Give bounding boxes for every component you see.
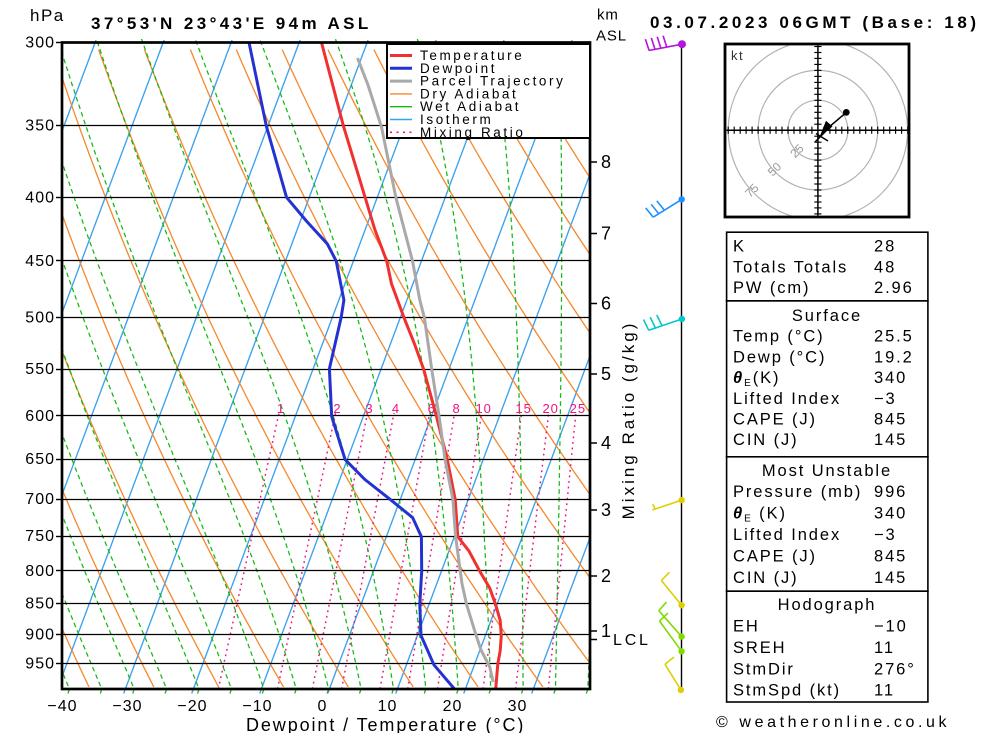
svg-text:Hodograph: Hodograph [778, 596, 877, 614]
svg-text:Dry Adiabat: Dry Adiabat [420, 86, 518, 101]
svg-text:−30: −30 [112, 698, 142, 715]
svg-text:1: 1 [277, 401, 285, 416]
svg-text:10: 10 [378, 698, 398, 715]
svg-text:θE (K): θE (K) [733, 505, 787, 525]
svg-text:−3: −3 [874, 390, 897, 408]
svg-text:Lifted Index: Lifted Index [733, 526, 841, 544]
svg-text:−10: −10 [242, 698, 272, 715]
svg-text:845: 845 [874, 548, 907, 566]
svg-text:11: 11 [874, 639, 895, 657]
svg-text:6: 6 [601, 294, 611, 314]
svg-text:4: 4 [601, 433, 611, 453]
svg-text:11: 11 [874, 682, 895, 700]
svg-text:340: 340 [874, 369, 907, 387]
svg-text:996: 996 [874, 483, 907, 501]
svg-text:Most Unstable: Most Unstable [762, 462, 892, 480]
svg-text:950: 950 [25, 656, 55, 673]
svg-text:145: 145 [874, 431, 907, 449]
svg-text:Wet Adiabat: Wet Adiabat [420, 99, 521, 114]
svg-text:400: 400 [25, 190, 55, 207]
svg-text:0: 0 [318, 698, 328, 715]
svg-text:450: 450 [25, 253, 55, 270]
svg-text:LCL: LCL [613, 632, 651, 649]
svg-text:276°: 276° [874, 660, 916, 678]
svg-text:845: 845 [874, 411, 907, 429]
svg-text:650: 650 [25, 451, 55, 468]
svg-text:1: 1 [601, 621, 611, 641]
svg-text:CIN (J): CIN (J) [733, 431, 799, 449]
svg-text:Lifted Index: Lifted Index [733, 390, 841, 408]
svg-text:25: 25 [570, 401, 586, 416]
svg-text:600: 600 [25, 408, 55, 425]
svg-text:10: 10 [475, 401, 491, 416]
svg-text:340: 340 [874, 505, 907, 523]
svg-text:−10: −10 [874, 618, 908, 636]
svg-text:K: K [733, 238, 746, 256]
svg-text:7: 7 [601, 224, 611, 244]
svg-text:Parcel Trajectory: Parcel Trajectory [420, 74, 565, 89]
svg-text:25.5: 25.5 [874, 328, 914, 346]
svg-text:20: 20 [443, 698, 463, 715]
svg-text:θE(K): θE(K) [733, 369, 780, 389]
svg-text:Dewpoint / Temperature (°C): Dewpoint / Temperature (°C) [246, 715, 525, 733]
svg-text:−20: −20 [177, 698, 207, 715]
svg-text:700: 700 [25, 491, 55, 508]
svg-text:48: 48 [874, 259, 896, 277]
svg-text:6: 6 [428, 401, 436, 416]
svg-text:Temperature: Temperature [420, 48, 524, 63]
svg-text:19.2: 19.2 [874, 348, 914, 366]
svg-text:ASL: ASL [596, 28, 627, 45]
svg-text:Dewp (°C): Dewp (°C) [733, 348, 826, 366]
svg-text:8: 8 [452, 401, 460, 416]
svg-text:StmSpd (kt): StmSpd (kt) [733, 682, 841, 700]
svg-text:20: 20 [542, 401, 558, 416]
svg-text:EH: EH [733, 618, 760, 636]
svg-text:850: 850 [25, 596, 55, 613]
svg-text:15: 15 [515, 401, 531, 416]
svg-text:km: km [597, 7, 619, 24]
svg-text:Surface: Surface [792, 307, 862, 325]
svg-text:SREH: SREH [733, 639, 786, 657]
svg-text:−40: −40 [47, 698, 77, 715]
svg-text:28: 28 [874, 238, 896, 256]
svg-text:StmDir: StmDir [733, 660, 795, 678]
svg-text:Mixing Ratio (g/kg): Mixing Ratio (g/kg) [619, 321, 638, 520]
svg-text:Mixing Ratio: Mixing Ratio [420, 125, 525, 140]
svg-text:CAPE (J): CAPE (J) [733, 548, 817, 566]
svg-text:145: 145 [874, 569, 907, 587]
svg-text:PW (cm): PW (cm) [733, 279, 810, 297]
svg-text:Dewpoint: Dewpoint [420, 61, 497, 76]
svg-text:Totals Totals: Totals Totals [733, 259, 848, 277]
svg-text:Isotherm: Isotherm [420, 112, 493, 127]
svg-text:350: 350 [25, 118, 55, 135]
svg-text:CIN (J): CIN (J) [733, 569, 799, 587]
svg-text:4: 4 [392, 401, 400, 416]
svg-text:3: 3 [601, 500, 611, 520]
svg-text:8: 8 [601, 152, 611, 172]
svg-text:500: 500 [25, 310, 55, 327]
svg-text:750: 750 [25, 528, 55, 545]
svg-text:550: 550 [25, 361, 55, 378]
svg-text:300: 300 [25, 35, 55, 52]
svg-text:© weatheronline.co.uk: © weatheronline.co.uk [716, 714, 950, 731]
svg-text:2: 2 [333, 401, 341, 416]
svg-text:Temp (°C): Temp (°C) [733, 328, 825, 346]
svg-text:2: 2 [601, 566, 611, 586]
svg-text:kt: kt [731, 48, 744, 63]
svg-text:2.96: 2.96 [874, 279, 914, 297]
svg-text:hPa: hPa [30, 6, 65, 25]
svg-text:900: 900 [25, 626, 55, 643]
svg-text:−3: −3 [874, 526, 897, 544]
svg-text:5: 5 [601, 364, 611, 384]
svg-text:3: 3 [365, 401, 373, 416]
svg-text:30: 30 [508, 698, 528, 715]
svg-text:03.07.2023 06GMT (Base: 18): 03.07.2023 06GMT (Base: 18) [650, 13, 980, 32]
svg-text:Pressure (mb): Pressure (mb) [733, 483, 862, 501]
svg-text:800: 800 [25, 563, 55, 580]
svg-text:37°53'N 23°43'E 94m ASL: 37°53'N 23°43'E 94m ASL [91, 14, 372, 33]
svg-text:CAPE (J): CAPE (J) [733, 411, 817, 429]
